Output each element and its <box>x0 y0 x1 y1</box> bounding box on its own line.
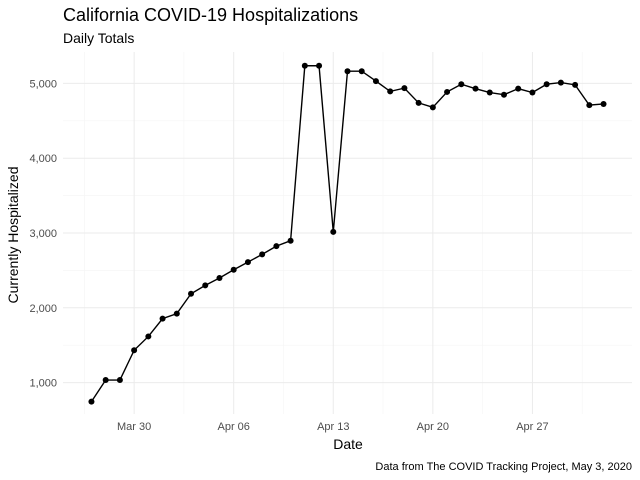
x-axis-title: Date <box>333 436 363 452</box>
x-tick-label: Mar 30 <box>117 421 151 433</box>
data-point <box>88 398 95 405</box>
data-point <box>145 333 152 340</box>
x-tick-label: Apr 27 <box>516 421 548 433</box>
data-point <box>188 290 195 297</box>
data-point <box>486 89 493 96</box>
data-point <box>273 243 280 250</box>
x-tick-label: Apr 13 <box>317 421 349 433</box>
data-point <box>159 315 166 322</box>
data-point <box>259 251 266 258</box>
grid <box>63 52 632 414</box>
chart-caption: Data from The COVID Tracking Project, Ma… <box>375 461 632 473</box>
chart-subtitle: Daily Totals <box>63 30 134 46</box>
x-tick-label: Apr 06 <box>217 421 249 433</box>
data-point <box>387 88 394 95</box>
data-point <box>330 228 337 235</box>
x-axis-ticks: Mar 30 Apr 06 Apr 13 Apr 20 Apr 27 <box>117 421 549 433</box>
y-axis-ticks: 1,000 2,000 3,000 4,000 5,000 <box>29 78 57 389</box>
data-point <box>600 100 607 107</box>
data-point <box>344 68 351 75</box>
data-point <box>102 377 109 384</box>
data-point <box>316 62 323 69</box>
data-point <box>429 104 436 111</box>
y-axis-title: Currently Hospitalized <box>5 167 21 304</box>
data-point <box>244 259 251 266</box>
data-point <box>216 275 223 282</box>
data-point <box>415 99 422 106</box>
data-point <box>557 79 564 86</box>
y-tick-label: 1,000 <box>29 378 57 390</box>
data-point <box>173 310 180 317</box>
y-tick-label: 5,000 <box>29 78 57 90</box>
series-line <box>90 65 604 402</box>
data-point <box>287 237 294 244</box>
data-point <box>202 282 209 289</box>
data-point <box>543 81 550 88</box>
data-point <box>230 266 237 273</box>
data-point <box>572 81 579 88</box>
y-tick-label: 3,000 <box>29 228 57 240</box>
series <box>88 62 607 405</box>
chart-title: California COVID-19 Hospitalizations <box>63 5 358 25</box>
data-point <box>358 68 365 75</box>
x-tick-label: Apr 20 <box>417 421 449 433</box>
data-point <box>116 377 123 384</box>
data-point <box>301 62 308 69</box>
data-point <box>586 102 593 109</box>
data-point <box>458 81 465 88</box>
y-tick-label: 4,000 <box>29 153 57 165</box>
data-point <box>472 85 479 92</box>
data-point <box>515 85 522 92</box>
data-point <box>372 78 379 85</box>
y-tick-label: 2,000 <box>29 303 57 315</box>
data-point <box>500 91 507 98</box>
data-point <box>529 89 536 96</box>
data-point <box>401 85 408 92</box>
data-point <box>131 347 138 354</box>
data-point <box>444 88 451 95</box>
